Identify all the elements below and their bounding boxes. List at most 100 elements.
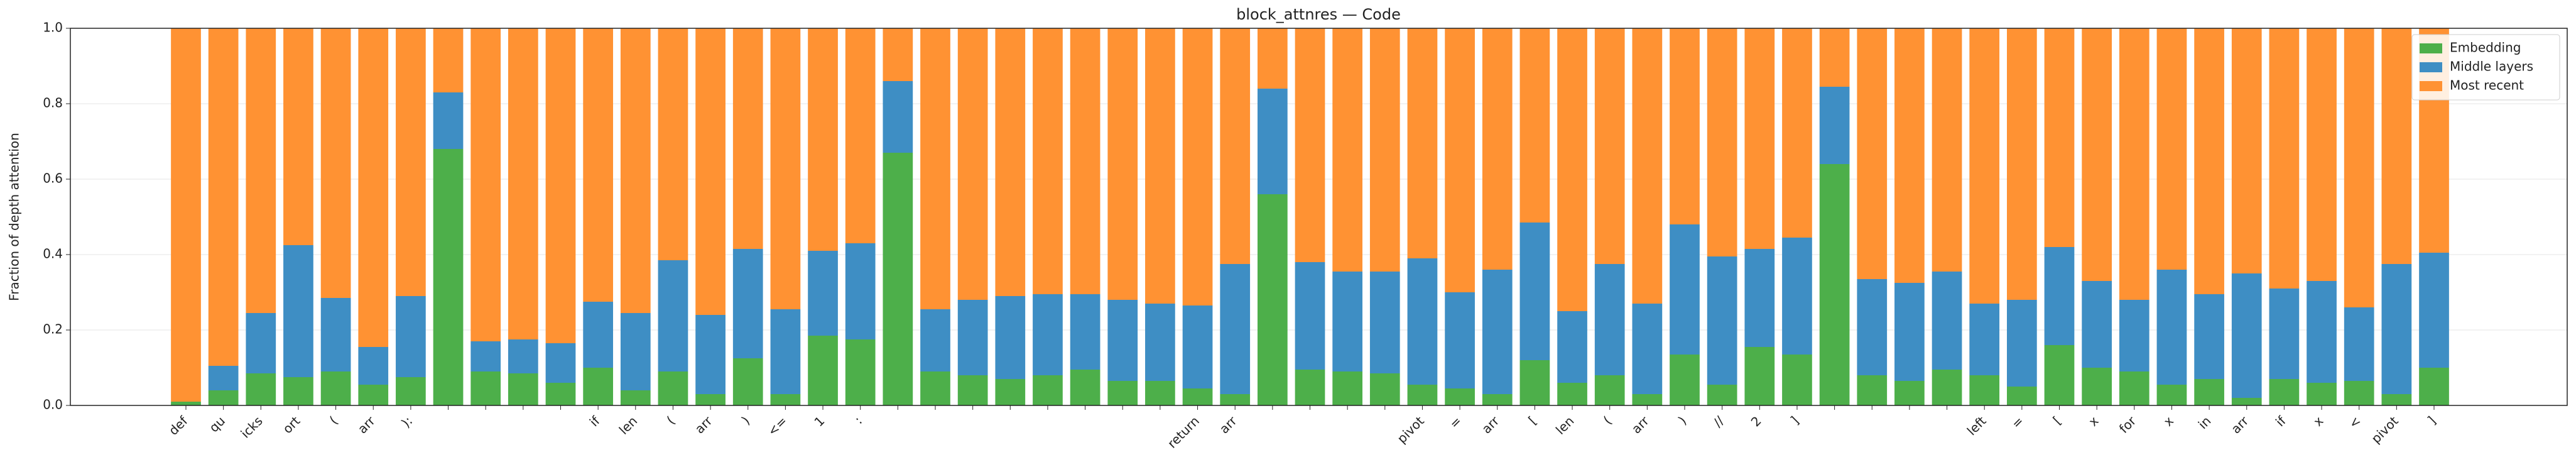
bar-segment [433, 92, 464, 149]
bar-segment [583, 28, 614, 302]
x-tick-label: = [2008, 413, 2026, 431]
bar-segment [1107, 28, 1138, 300]
bar-segment [1220, 28, 1251, 264]
x-tick-label: pivot [1394, 413, 1427, 446]
bar-segment [320, 298, 351, 371]
bar-segment [1932, 370, 1962, 405]
x-tick-label: : [851, 413, 865, 427]
y-tick-label: 0.2 [43, 322, 63, 337]
legend-label: Most recent [2450, 78, 2524, 93]
bar-segment [470, 341, 501, 371]
bar-segment [283, 28, 313, 245]
bar-segment [1519, 28, 1550, 223]
bar-segment [2419, 368, 2449, 405]
x-tick-label: def [166, 413, 191, 438]
bar-segment [620, 313, 651, 390]
bar-segment [283, 245, 313, 377]
bar-segment [246, 313, 276, 373]
bar-segment [1632, 394, 1663, 405]
bar-segment [920, 309, 950, 371]
bar-segment [470, 28, 501, 341]
bar-segment [1407, 385, 1438, 405]
bar-segment [1744, 249, 1775, 347]
bar-segment [1670, 28, 1700, 224]
bar-segment [2231, 273, 2262, 398]
y-tick-label: 0.0 [43, 397, 63, 412]
bar-segment [2231, 398, 2262, 405]
bar-segment [2044, 247, 2075, 345]
bar-segment [2269, 379, 2300, 405]
bar-segment [396, 377, 426, 405]
bar-segment [1782, 28, 1812, 238]
bar-segment [957, 375, 988, 405]
bar-segment [770, 309, 801, 394]
x-tick-label: [ [2050, 413, 2063, 427]
legend: Embedding Middle layers Most recent [2411, 34, 2560, 101]
bar-segment [1295, 262, 1325, 370]
bar-segment [208, 366, 239, 390]
x-tick-label: icks [237, 413, 265, 441]
bar-segment [2119, 28, 2149, 300]
x-tick-label: for [2116, 413, 2139, 436]
bar-segment [358, 347, 389, 385]
bar-segment [620, 390, 651, 405]
bar-segment [545, 343, 576, 383]
bar-segment [1445, 28, 1475, 292]
bar-segment [1932, 28, 1962, 272]
x-tick-label: in [2195, 413, 2214, 432]
bar-segment [2344, 28, 2374, 307]
bar-segment [470, 371, 501, 405]
bar-segment [2269, 28, 2300, 289]
bar-segment [620, 28, 651, 313]
bar-segment [2381, 28, 2412, 264]
x-tick-label: // [1710, 413, 1727, 430]
bar-segment [1295, 370, 1325, 405]
bar-segment [396, 28, 426, 296]
bar-segment [208, 390, 239, 405]
bar-segment [1969, 304, 2000, 375]
bar-segment [171, 402, 201, 405]
x-tick-label: pivot [2368, 413, 2401, 446]
bar-segment [1670, 224, 1700, 355]
bar-segment [2269, 289, 2300, 379]
legend-label: Middle layers [2450, 59, 2533, 74]
bar-segment [1632, 28, 1663, 304]
x-tick-label: return [1165, 413, 1202, 451]
bar-segment [508, 373, 538, 405]
bar-segment [957, 28, 988, 300]
bar-segment [1894, 381, 1925, 405]
x-tick-label: len [616, 413, 641, 437]
bar-segment [2194, 28, 2224, 294]
bar-segment [358, 28, 389, 347]
x-tick-label: arr [1479, 413, 1503, 437]
bar-segment [1295, 28, 1325, 262]
bar-segment [1033, 294, 1063, 375]
bar-segment [246, 373, 276, 405]
bar-segment [1145, 304, 1175, 381]
bar-segment [1257, 194, 1288, 405]
bar-segment [1070, 28, 1101, 294]
bar-segment [1070, 294, 1101, 370]
x-tick-label: ( [663, 413, 677, 427]
bar-segment [845, 28, 876, 243]
x-tick-label: 1 [811, 413, 827, 429]
bar-segment [995, 28, 1026, 296]
legend-swatch [2420, 62, 2442, 72]
bar-segment [1557, 383, 1587, 405]
bar-segment [1894, 283, 1925, 381]
y-axis-label: Fraction of depth attention [7, 133, 22, 301]
bar-segment [808, 251, 838, 336]
bar-segment [732, 249, 763, 358]
bar-segment [2381, 264, 2412, 394]
bar-segment [2231, 28, 2262, 273]
bar-segment [1220, 394, 1251, 405]
bar-segment [1969, 375, 2000, 405]
bar-segment [1482, 270, 1513, 394]
x-tick-label: arr [1629, 413, 1653, 437]
bar-segment [1519, 223, 1550, 360]
bar-segment [2082, 368, 2112, 405]
bar-segment [1145, 28, 1175, 304]
bar-segment [508, 28, 538, 339]
legend-swatch [2420, 81, 2442, 91]
bar-segment [2194, 294, 2224, 379]
